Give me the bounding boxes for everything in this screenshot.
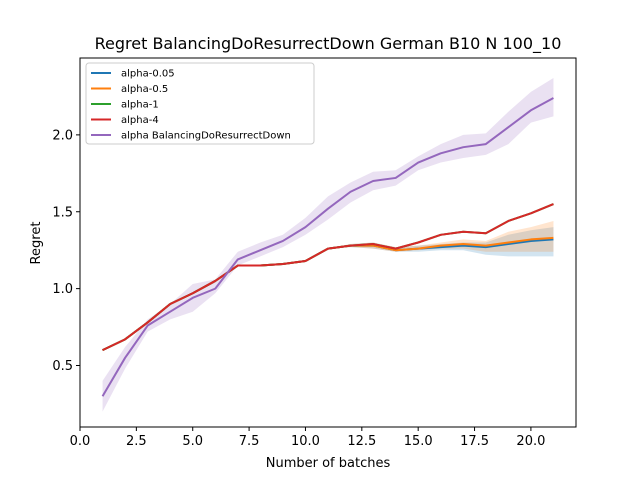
x-tick-label-8: 20.0 [516, 434, 545, 449]
line-series-4 [101, 97, 554, 397]
x-tick-label-0: 0.0 [70, 434, 91, 449]
chart-title: Regret BalancingDoResurrectDown German B… [95, 34, 562, 54]
y-tick-label-2: 1.5 [52, 205, 73, 220]
x-tick-label-1: 2.5 [126, 434, 147, 449]
series-lines [101, 97, 554, 397]
legend-label-4: alpha BalancingDoResurrectDown [121, 131, 291, 142]
x-axis-label: Number of batches [266, 456, 391, 471]
band-series-0 [102, 227, 554, 351]
y-tick-label-1: 1.0 [52, 282, 73, 297]
x-tick-label-3: 7.5 [239, 434, 260, 449]
y-tick-label-0: 0.5 [52, 359, 73, 374]
band-series-1 [102, 220, 554, 351]
legend-frame [85, 62, 315, 145]
x-tick-label-7: 17.5 [460, 434, 489, 449]
x-tick-label-6: 15.0 [404, 434, 433, 449]
line-series-3 [102, 203, 554, 352]
x-tick-label-2: 5.0 [182, 434, 203, 449]
x-tick-label-4: 10.0 [291, 434, 320, 449]
x-tick-label-5: 12.5 [347, 434, 376, 449]
plot-frame [79, 57, 577, 428]
y-axis-ticks: 0.5 1.0 1.5 2.0 [52, 128, 80, 374]
band-series-4 [102, 77, 554, 412]
legend: alpha-0.05 alpha-0.5 alpha-1 alpha-4 alpha B… [85, 62, 315, 145]
legend-label-2: alpha-1 [121, 100, 159, 111]
y-tick-label-3: 2.0 [52, 128, 73, 143]
confidence-bands [102, 77, 554, 412]
x-axis-ticks: 0.0 2.5 5.0 7.5 10.0 12.5 15.0 17.5 20.0 [70, 427, 545, 449]
legend-label-1: alpha-0.5 [121, 84, 168, 95]
legend-label-0: alpha-0.05 [121, 69, 175, 80]
legend-label-3: alpha-4 [121, 115, 159, 126]
y-axis-label: Regret [29, 222, 44, 265]
